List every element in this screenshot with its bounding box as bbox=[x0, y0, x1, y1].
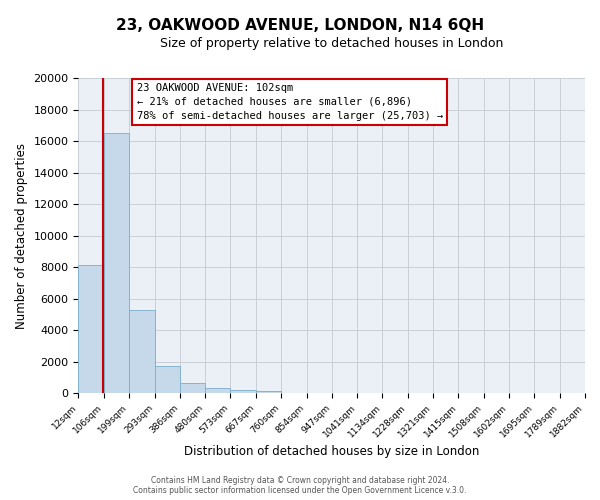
Bar bbox=[230, 390, 256, 393]
Bar bbox=[256, 391, 281, 393]
Bar bbox=[180, 383, 205, 393]
Y-axis label: Number of detached properties: Number of detached properties bbox=[15, 142, 28, 328]
Text: Contains HM Land Registry data © Crown copyright and database right 2024.
Contai: Contains HM Land Registry data © Crown c… bbox=[133, 476, 467, 495]
Bar bbox=[155, 366, 180, 393]
Bar bbox=[79, 266, 104, 393]
Title: Size of property relative to detached houses in London: Size of property relative to detached ho… bbox=[160, 38, 503, 51]
Text: 23, OAKWOOD AVENUE, LONDON, N14 6QH: 23, OAKWOOD AVENUE, LONDON, N14 6QH bbox=[116, 18, 484, 32]
Bar bbox=[205, 388, 230, 393]
Bar bbox=[104, 133, 129, 393]
X-axis label: Distribution of detached houses by size in London: Distribution of detached houses by size … bbox=[184, 444, 479, 458]
Bar bbox=[129, 310, 155, 393]
Text: 23 OAKWOOD AVENUE: 102sqm
← 21% of detached houses are smaller (6,896)
78% of se: 23 OAKWOOD AVENUE: 102sqm ← 21% of detac… bbox=[137, 83, 443, 121]
